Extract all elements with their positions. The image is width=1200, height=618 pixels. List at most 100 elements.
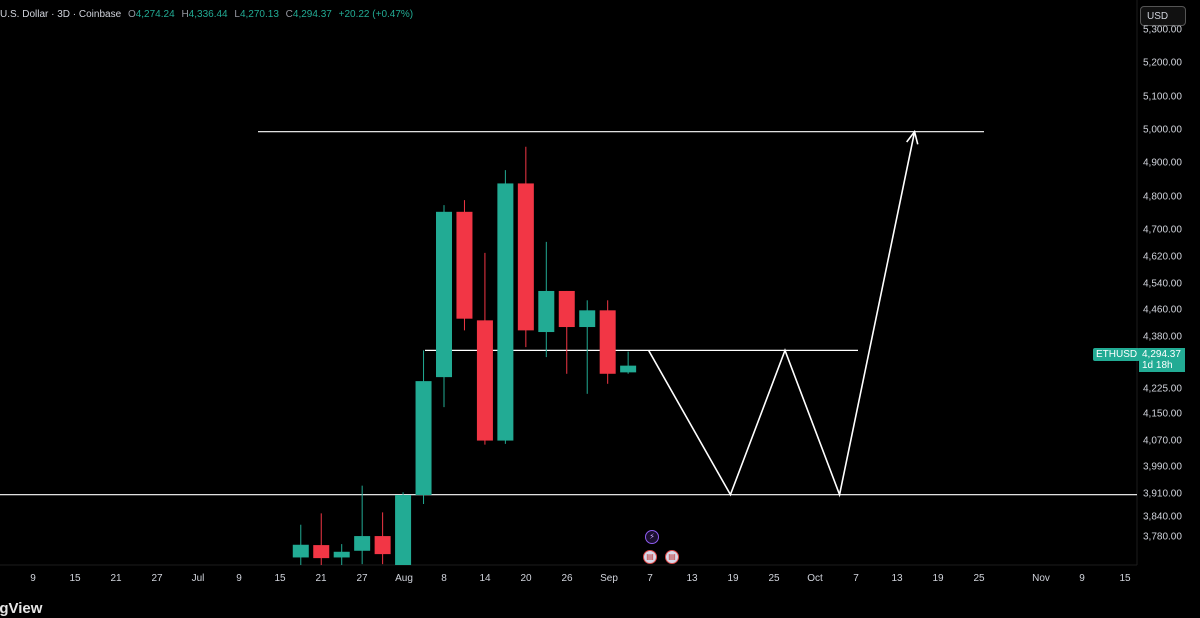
time-tick-label: 9 [236, 573, 242, 584]
candle-body [599, 310, 616, 374]
time-tick-label: 14 [479, 573, 491, 584]
candle-body [497, 183, 514, 441]
candle [374, 512, 391, 565]
time-tick-label: 7 [647, 573, 653, 584]
candle-body [620, 365, 637, 373]
candle-body [395, 495, 412, 565]
candle-body [579, 310, 596, 328]
price-tick-label: 4,540.00 [1143, 278, 1182, 290]
last-price-tag: 4,294.37 1d 18h [1139, 348, 1185, 372]
time-tick-label: 27 [151, 573, 163, 584]
candle-body [436, 211, 452, 378]
price-tick-label: 5,100.00 [1143, 91, 1182, 103]
time-tick-label: Jul [191, 573, 205, 584]
time-tick-label: 25 [973, 573, 985, 584]
candle-body [333, 551, 350, 558]
us-flag-icon[interactable]: ▤ [643, 550, 657, 564]
price-tick-label: 5,000.00 [1143, 124, 1182, 136]
time-tick-label: 21 [110, 573, 122, 584]
currency-button[interactable]: USD [1140, 6, 1186, 26]
price-tick-label: 4,150.00 [1143, 408, 1182, 420]
candle [538, 241, 555, 358]
time-tick-label: Sep [600, 573, 618, 584]
time-tick-label: 13 [686, 573, 698, 584]
time-tick-label: 9 [1079, 573, 1085, 584]
us-flag-icon[interactable]: ▤ [665, 550, 679, 564]
tradingview-logo: ingView [0, 600, 43, 617]
legend-high-label: H [181, 9, 189, 20]
lightning-icon[interactable]: ⚡ [645, 530, 659, 544]
candle [579, 300, 596, 394]
ohlc-legend: U.S. Dollar · 3D · Coinbase O4,274.24 H4… [0, 9, 413, 20]
candle [599, 300, 616, 384]
price-tick-label: 4,380.00 [1143, 331, 1182, 343]
time-tick-label: Aug [395, 573, 413, 584]
price-tick-label: 4,460.00 [1143, 304, 1182, 316]
candle-body [354, 536, 371, 551]
candle-body [476, 320, 493, 441]
projection-path[interactable] [647, 131, 916, 498]
time-tick-label: 15 [1119, 573, 1131, 584]
price-tick-label: 3,780.00 [1143, 531, 1182, 543]
legend-low-label: L [234, 9, 240, 20]
legend-low: 4,270.13 [239, 9, 279, 20]
bar-countdown: 1d 18h [1142, 360, 1173, 371]
price-tick-label: 3,990.00 [1143, 461, 1182, 473]
candle [395, 492, 412, 565]
candle [333, 544, 350, 565]
candle-body [313, 545, 330, 559]
price-tick-label: 4,070.00 [1143, 435, 1182, 447]
candle [292, 524, 309, 565]
time-tick-label: 15 [274, 573, 286, 584]
legend-change: +20.22 (+0.47%) [338, 9, 414, 20]
candle [517, 146, 534, 348]
legend-close: 4,294.37 [292, 9, 332, 20]
time-tick-label: 26 [561, 573, 573, 584]
candles [292, 146, 637, 565]
time-tick-label: 19 [727, 573, 739, 584]
candle [558, 290, 575, 374]
time-tick-label: Oct [807, 573, 823, 584]
price-tick-label: 3,840.00 [1143, 511, 1182, 523]
projection-drawing[interactable] [647, 129, 919, 498]
price-tick-label: 3,910.00 [1143, 488, 1182, 500]
legend-title: U.S. Dollar · 3D · Coinbase [0, 9, 122, 20]
time-tick-label: 27 [356, 573, 368, 584]
time-tick-label: Nov [1032, 573, 1050, 584]
candle [436, 205, 452, 408]
candle [476, 252, 493, 445]
price-tick-label: 4,700.00 [1143, 224, 1182, 236]
candle [354, 485, 371, 565]
legend-high: 4,336.44 [188, 9, 228, 20]
time-tick-label: 7 [853, 573, 859, 584]
price-tick-label: 4,225.00 [1143, 383, 1182, 395]
price-tick-label: 4,620.00 [1143, 251, 1182, 263]
time-tick-label: 20 [520, 573, 532, 584]
last-price-value: 4,294.37 [1142, 349, 1181, 360]
legend-close-label: C [285, 9, 293, 20]
time-tick-label: 21 [315, 573, 327, 584]
time-tick-label: 15 [69, 573, 81, 584]
candle [497, 170, 514, 444]
time-tick-label: 25 [768, 573, 780, 584]
time-tick-label: 13 [891, 573, 903, 584]
candle-body [374, 536, 391, 555]
candle [415, 350, 432, 505]
legend-open-label: O [127, 9, 136, 20]
price-tick-label: 4,800.00 [1143, 191, 1182, 203]
time-tick-label: 9 [30, 573, 36, 584]
time-tick-label: 19 [932, 573, 944, 584]
price-tick-label: 5,200.00 [1143, 57, 1182, 69]
legend-open: 4,274.24 [135, 9, 175, 20]
symbol-tag: ETHUSD [1093, 348, 1141, 361]
time-tick-label: 8 [441, 573, 447, 584]
candle-body [292, 544, 309, 558]
candle [620, 351, 637, 374]
price-tick-label: 5,300.00 [1143, 24, 1182, 36]
candle-body [538, 290, 555, 333]
candle-body [517, 183, 534, 331]
candle-body [558, 290, 575, 328]
candle-body [415, 381, 432, 496]
candle [456, 200, 473, 331]
